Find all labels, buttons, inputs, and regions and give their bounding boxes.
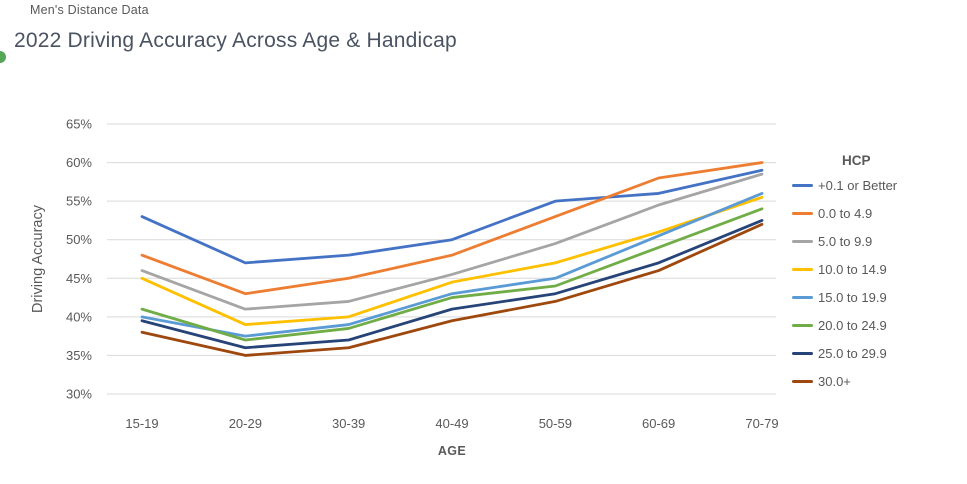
legend-swatch-icon (792, 184, 813, 188)
legend-item-label: 25.0 to 29.9 (818, 345, 887, 361)
series-line-7 (140, 222, 764, 357)
x-tick-label: 20-29 (229, 416, 262, 431)
legend-item-1: 0.0 to 4.9 (792, 200, 964, 228)
legend-item-label: 10.0 to 14.9 (818, 262, 887, 278)
legend-swatch-icon (792, 351, 813, 355)
legend-item-label: +0.1 or Better (818, 178, 898, 194)
series-line-3 (140, 195, 764, 326)
series-line-5 (140, 207, 764, 342)
legend-swatch-icon (792, 296, 813, 299)
legend-items: +0.1 or Better 0.0 to 4.9 5.0 to 9.9 10.0 t… (792, 172, 964, 395)
legend-item-label: 5.0 to 9.9 (818, 234, 873, 250)
y-tick-label: 55% (66, 194, 92, 209)
x-tick-label: 50-59 (539, 416, 572, 431)
x-axis-title: AGE (437, 444, 467, 458)
legend-title: HCP (842, 153, 871, 168)
series-line-1 (140, 161, 764, 296)
legend-swatch-icon (792, 323, 813, 327)
y-tick-label: 45% (66, 271, 92, 286)
legend-item-4: 15.0 to 19.9 (792, 284, 964, 312)
series-line-2 (140, 172, 764, 311)
legend-item-0: +0.1 or Better (792, 172, 964, 200)
series-line-0 (140, 168, 764, 265)
x-tick-label: 15-19 (125, 416, 158, 431)
legend-item-6: 25.0 to 29.9 (792, 339, 964, 367)
legend-item-2: 5.0 to 9.9 (792, 228, 964, 256)
legend-swatch-icon (792, 212, 813, 216)
series-line-6 (140, 219, 764, 350)
legend-swatch-icon (792, 240, 813, 244)
legend-item-label: 15.0 to 19.9 (818, 290, 887, 305)
y-tick-label: 40% (66, 309, 92, 324)
legend-item-5: 20.0 to 24.9 (792, 311, 964, 339)
legend-swatch-icon (792, 268, 813, 272)
legend-item-3: 10.0 to 14.9 (792, 256, 964, 284)
series-line-4 (140, 192, 764, 338)
y-tick-label: 30% (66, 387, 92, 402)
legend-item-label: 30.0+ (818, 373, 851, 389)
eyebrow-label: Men's Distance Data (30, 3, 149, 17)
y-tick-label: 60% (66, 155, 92, 170)
y-tick-label: 50% (66, 232, 92, 247)
page-title: 2022 Driving Accuracy Across Age & Handi… (14, 29, 457, 52)
y-tick-label: 35% (66, 348, 92, 363)
legend-item-label: 0.0 to 4.9 (818, 206, 873, 222)
accent-dot (0, 51, 6, 63)
legend: HCP +0.1 or Better 0.0 to 4.9 5.0 to 9.9 10… (792, 150, 964, 395)
legend-item-label: 20.0 to 24.9 (818, 317, 887, 333)
legend-swatch-icon (792, 379, 813, 383)
x-tick-label: 60-69 (642, 416, 675, 431)
legend-item-7: 30.0+ (792, 367, 964, 395)
x-tick-label: 40-49 (435, 416, 468, 431)
x-tick-label: 70-79 (745, 416, 778, 431)
y-tick-label: 65% (66, 117, 92, 132)
x-tick-label: 30-39 (332, 416, 365, 431)
y-axis-title: Driving Accuracy (30, 205, 46, 313)
